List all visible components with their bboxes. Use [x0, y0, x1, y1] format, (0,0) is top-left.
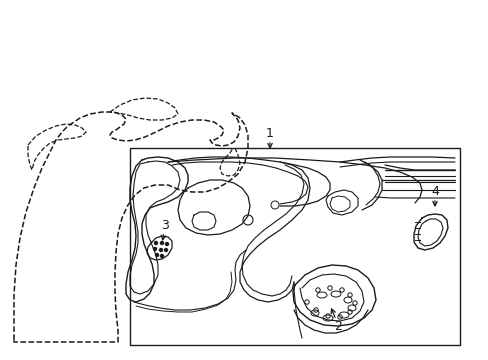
- Text: 1: 1: [265, 127, 273, 140]
- Circle shape: [153, 248, 156, 251]
- Circle shape: [160, 242, 163, 244]
- Circle shape: [159, 248, 162, 252]
- Circle shape: [154, 242, 157, 244]
- Text: 4: 4: [430, 185, 438, 198]
- Bar: [130, 148, 459, 345]
- Circle shape: [160, 255, 163, 257]
- Circle shape: [164, 248, 167, 252]
- Circle shape: [155, 253, 158, 256]
- Circle shape: [165, 243, 168, 246]
- Text: 3: 3: [161, 220, 168, 233]
- Text: 2: 2: [333, 320, 341, 333]
